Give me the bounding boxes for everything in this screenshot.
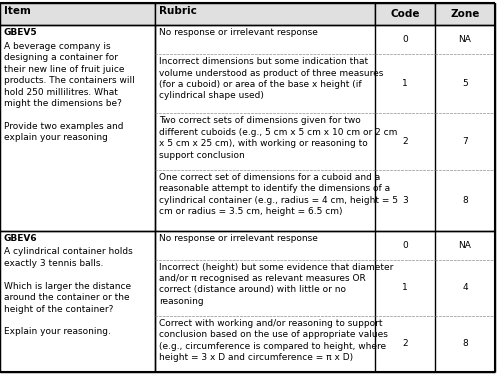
Bar — [375, 260, 435, 316]
Bar — [155, 26, 375, 54]
Text: 0: 0 — [402, 35, 408, 44]
Text: Code: Code — [390, 9, 420, 19]
Text: 0: 0 — [402, 241, 408, 250]
Bar — [155, 3, 375, 26]
Bar — [155, 113, 375, 170]
Text: GBEV5: GBEV5 — [4, 28, 38, 38]
Text: 2: 2 — [402, 339, 408, 348]
Bar — [155, 54, 375, 113]
Text: 2: 2 — [402, 137, 408, 146]
Bar — [435, 231, 495, 260]
Bar — [375, 113, 435, 170]
Bar — [435, 113, 495, 170]
Text: Rubric: Rubric — [159, 6, 197, 16]
Bar — [375, 316, 435, 372]
Text: 3: 3 — [402, 196, 408, 205]
Bar — [375, 170, 435, 231]
Bar — [375, 231, 435, 260]
Text: 1: 1 — [402, 283, 408, 292]
Bar — [0, 3, 155, 26]
Text: NA: NA — [458, 241, 471, 250]
Bar — [155, 316, 375, 372]
Text: Incorrect dimensions but some indication that
volume understood as product of th: Incorrect dimensions but some indication… — [159, 57, 384, 100]
Text: 8: 8 — [462, 339, 468, 348]
Bar — [435, 316, 495, 372]
Text: 1: 1 — [402, 79, 408, 88]
Text: 4: 4 — [462, 283, 468, 292]
Bar — [435, 3, 495, 26]
Bar — [375, 3, 435, 26]
Text: 5: 5 — [462, 79, 468, 88]
Bar — [375, 26, 435, 54]
Bar — [375, 54, 435, 113]
Bar — [155, 170, 375, 231]
Text: Correct with working and/or reasoning to support
conclusion based on the use of : Correct with working and/or reasoning to… — [159, 319, 388, 362]
Text: GBEV6: GBEV6 — [4, 234, 38, 243]
Text: Item: Item — [4, 6, 31, 16]
Text: Two correct sets of dimensions given for two
different cuboids (e.g., 5 cm x 5 c: Two correct sets of dimensions given for… — [159, 116, 398, 160]
Text: A cylindrical container holds
exactly 3 tennis balls.

Which is larger the dista: A cylindrical container holds exactly 3 … — [4, 248, 133, 336]
Text: No response or irrelevant response: No response or irrelevant response — [159, 234, 318, 243]
Bar — [155, 231, 375, 260]
Bar — [0, 231, 155, 372]
Bar — [435, 260, 495, 316]
Bar — [155, 260, 375, 316]
Text: Zone: Zone — [450, 9, 480, 19]
Text: 7: 7 — [462, 137, 468, 146]
Text: A beverage company is
designing a container for
their new line of fruit juice
pr: A beverage company is designing a contai… — [4, 42, 135, 142]
Text: 8: 8 — [462, 196, 468, 205]
Bar — [435, 54, 495, 113]
Bar — [435, 26, 495, 54]
Text: Incorrect (height) but some evidence that diameter
and/or π recognised as releva: Incorrect (height) but some evidence tha… — [159, 262, 394, 306]
Text: No response or irrelevant response: No response or irrelevant response — [159, 28, 318, 38]
Text: NA: NA — [458, 35, 471, 44]
Text: One correct set of dimensions for a cuboid and a
reasonable attempt to identify : One correct set of dimensions for a cubo… — [159, 172, 398, 216]
Bar — [0, 26, 155, 231]
Bar — [435, 170, 495, 231]
